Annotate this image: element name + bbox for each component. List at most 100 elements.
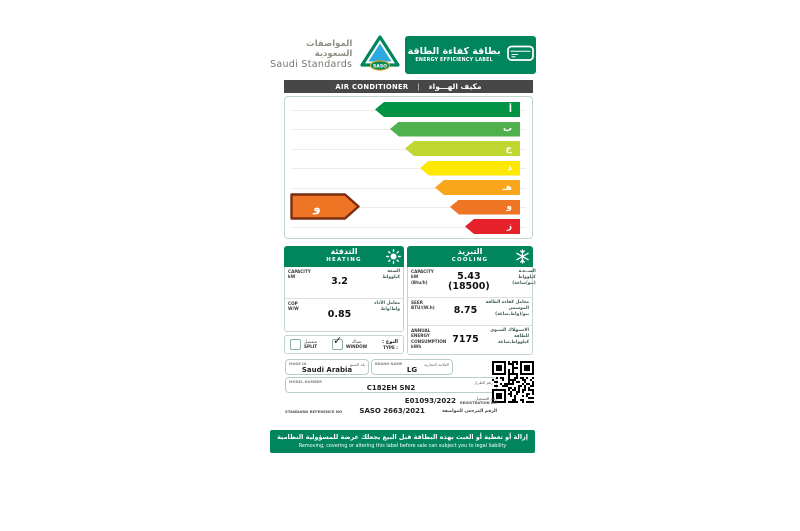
product-info-section: MADE IN بلد الصنع Saudi Arabia BRAND NAM… bbox=[284, 359, 534, 416]
grade-row-b: ب bbox=[289, 121, 528, 137]
warning-arabic: إزالة أو تغطية أو العبث بهذه البطاقة قبل… bbox=[277, 433, 528, 441]
grade-arrow-b: ب bbox=[390, 121, 520, 137]
saso-acronym: SASO bbox=[373, 64, 387, 70]
grade-letter: ج bbox=[505, 143, 513, 154]
spec-label-en: COP W/W bbox=[288, 301, 299, 312]
product-name-english: AIR CONDITIONER bbox=[335, 82, 409, 91]
qr-code bbox=[492, 361, 534, 403]
label-title-arabic: بطاقة كفاءة الطاقة bbox=[407, 46, 501, 58]
grade-line bbox=[291, 168, 526, 169]
brand-label-ar: العلامة التجارية bbox=[424, 361, 449, 367]
saso-triangle-logo-icon: SASO bbox=[359, 34, 401, 76]
type-option-split: ✓ منفصل SPLIT bbox=[290, 339, 317, 350]
cooling-column: التبريد COOLING bbox=[407, 246, 536, 355]
grade-letter: ز bbox=[506, 221, 512, 232]
heating-capacity-value: 3.2 bbox=[331, 276, 348, 288]
rating-pointer: و bbox=[290, 193, 360, 224]
registration-number-line: E01093/2022 رقم التسجيل REGISTRATION NO bbox=[285, 396, 497, 405]
grade-arrow-a: أ bbox=[375, 102, 520, 117]
label-header: المواصفات السعودية Saudi Standards SASO … bbox=[265, 33, 536, 77]
brand-label-en: BRAND NAME bbox=[375, 361, 403, 366]
type-field-label: النوع : TYPE : bbox=[382, 338, 398, 350]
grade-row-d: د bbox=[289, 160, 528, 176]
grade-letter: ب bbox=[502, 124, 512, 134]
type-option-window: ✓ شباك WINDOW bbox=[331, 334, 367, 350]
grade-arrow-e: هـ bbox=[435, 180, 520, 195]
grade-row-f: و bbox=[289, 199, 528, 215]
product-bar-separator: | bbox=[417, 82, 420, 91]
cooling-body: CAPACITY kW (Btu/h) 5.43 (18500) الســعـ… bbox=[407, 267, 536, 355]
spec-label-en: ANNUAL ENERGY CONSUMPTION kWh bbox=[411, 328, 447, 350]
grade-arrow-f: و bbox=[450, 199, 520, 215]
heating-capacity-row: CAPACITY kW 3.2 السعة كيلوواط bbox=[285, 267, 403, 299]
energy-label-title-text: بطاقة كفاءة الطاقة ENERGY EFFICIENCY LAB… bbox=[408, 46, 501, 64]
grade-letter: د bbox=[507, 163, 512, 173]
snowflake-icon bbox=[515, 249, 530, 268]
cooling-capacity-row: CAPACITY kW (Btu/h) 5.43 (18500) الســعـ… bbox=[408, 267, 536, 298]
grade-arrow-g: ز bbox=[465, 219, 520, 234]
model-label-en: MODEL NUMBER bbox=[289, 379, 323, 384]
standard-ref-value: SASO 2663/2021 bbox=[359, 407, 425, 416]
product-name-arabic: مكيف الهـــواء bbox=[428, 82, 482, 91]
heating-title-english: HEATING bbox=[326, 256, 362, 263]
efficiency-rating-scale: أ ب ج د هـ و ز و bbox=[284, 96, 533, 239]
grade-row-c: ج bbox=[289, 141, 528, 156]
grade-letter: و bbox=[506, 202, 512, 212]
spec-label-en: CAPACITY kW bbox=[288, 269, 311, 280]
registration-labels: رقم التسجيل REGISTRATION NO bbox=[460, 396, 497, 405]
rating-pointer-letter: و bbox=[312, 201, 320, 216]
grade-line bbox=[291, 187, 526, 189]
made-in-label-en: MADE IN bbox=[289, 361, 307, 366]
grade-row-g: ز bbox=[289, 219, 528, 234]
energy-label-title-box: بطاقة كفاءة الطاقة ENERGY EFFICIENCY LAB… bbox=[405, 36, 536, 74]
ac-unit-icon bbox=[506, 45, 534, 66]
cooling-title-english: COOLING bbox=[451, 256, 489, 263]
annual-energy-value: 7175 bbox=[452, 333, 479, 345]
grade-letter: هـ bbox=[502, 182, 512, 193]
grade-line bbox=[291, 226, 526, 228]
cooling-capacity-value: 5.43 (18500) bbox=[448, 270, 490, 292]
split-checkbox[interactable]: ✓ bbox=[290, 339, 301, 350]
split-labels: منفصل SPLIT bbox=[304, 339, 318, 349]
check-icon: ✓ bbox=[332, 334, 343, 347]
spec-label-ar: معامل الأداء واط/واط bbox=[374, 301, 400, 312]
cooling-seer-row: SEER BTU/(W.h) 8.75 معامل كفاءة الطاقة ال… bbox=[408, 298, 532, 326]
grade-arrow-c: ج bbox=[405, 141, 520, 156]
spec-panels: التدفئة HEATING bbox=[284, 246, 536, 355]
standard-reference-line: STANDARD REFERENCE NO SASO 2663/2021 الر… bbox=[285, 407, 497, 415]
saso-name-english: Saudi Standards bbox=[270, 59, 353, 71]
made-in-label-ar: بلد الصنع bbox=[350, 361, 365, 367]
grade-row-e: هـ bbox=[289, 180, 528, 195]
window-checkbox[interactable]: ✓ bbox=[331, 334, 343, 350]
spec-label-en: SEER BTU/(W.h) bbox=[411, 300, 435, 311]
brand-name-field: BRAND NAME العلامة التجارية LG bbox=[371, 359, 453, 375]
product-type-bar: AIR CONDITIONER | مكيف الهـــواء bbox=[284, 80, 533, 93]
heating-title-arabic: التدفئة bbox=[330, 247, 358, 256]
spec-label-ar: السعة كيلوواط bbox=[382, 269, 400, 280]
energy-efficiency-label: المواصفات السعودية Saudi Standards SASO … bbox=[265, 33, 536, 453]
grade-row-a: أ bbox=[289, 102, 528, 117]
heating-body: CAPACITY kW 3.2 السعة كيلوواط COP W/W 0.85 bbox=[284, 267, 404, 332]
heating-column: التدفئة HEATING bbox=[284, 246, 404, 355]
made-in-field: MADE IN بلد الصنع Saudi Arabia bbox=[285, 359, 369, 375]
spec-label-ar: الاستهلاك السنوي للطاقة كيلوواط.ساعة bbox=[490, 328, 529, 345]
sun-icon bbox=[385, 248, 402, 268]
made-in-value: Saudi Arabia bbox=[301, 365, 353, 374]
label-title-english: ENERGY EFFICIENCY LABEL bbox=[415, 57, 493, 63]
cooling-title-arabic: التبريد bbox=[457, 247, 483, 256]
heating-cop-row: COP W/W 0.85 معامل الأداء واط/واط bbox=[285, 299, 403, 331]
spec-label-ar: الســعـة كيلوواط (بتو/ساعة) bbox=[512, 269, 536, 286]
warning-english: Removing, covering or altering this labe… bbox=[298, 442, 507, 449]
grade-letter: أ bbox=[508, 104, 512, 115]
unit-type-box: ✓ منفصل SPLIT ✓ شباك WINDOW bbox=[284, 334, 404, 354]
grade-line bbox=[291, 207, 526, 208]
saso-standards-text: المواصفات السعودية Saudi Standards bbox=[269, 39, 352, 71]
model-value: C182EH SN2 bbox=[366, 383, 416, 392]
registration-block: E01093/2022 رقم التسجيل REGISTRATION NO … bbox=[285, 396, 497, 415]
model-number-field: MODEL NUMBER رقم الطراز C182EH SN2 bbox=[285, 377, 497, 393]
standard-ref-label-ar: الرقم المرجعي للمواصفة bbox=[442, 408, 497, 414]
cooling-header: التبريد COOLING bbox=[407, 246, 533, 267]
grade-arrow-d: د bbox=[420, 160, 520, 176]
cooling-seer-value: 8.75 bbox=[453, 305, 478, 317]
